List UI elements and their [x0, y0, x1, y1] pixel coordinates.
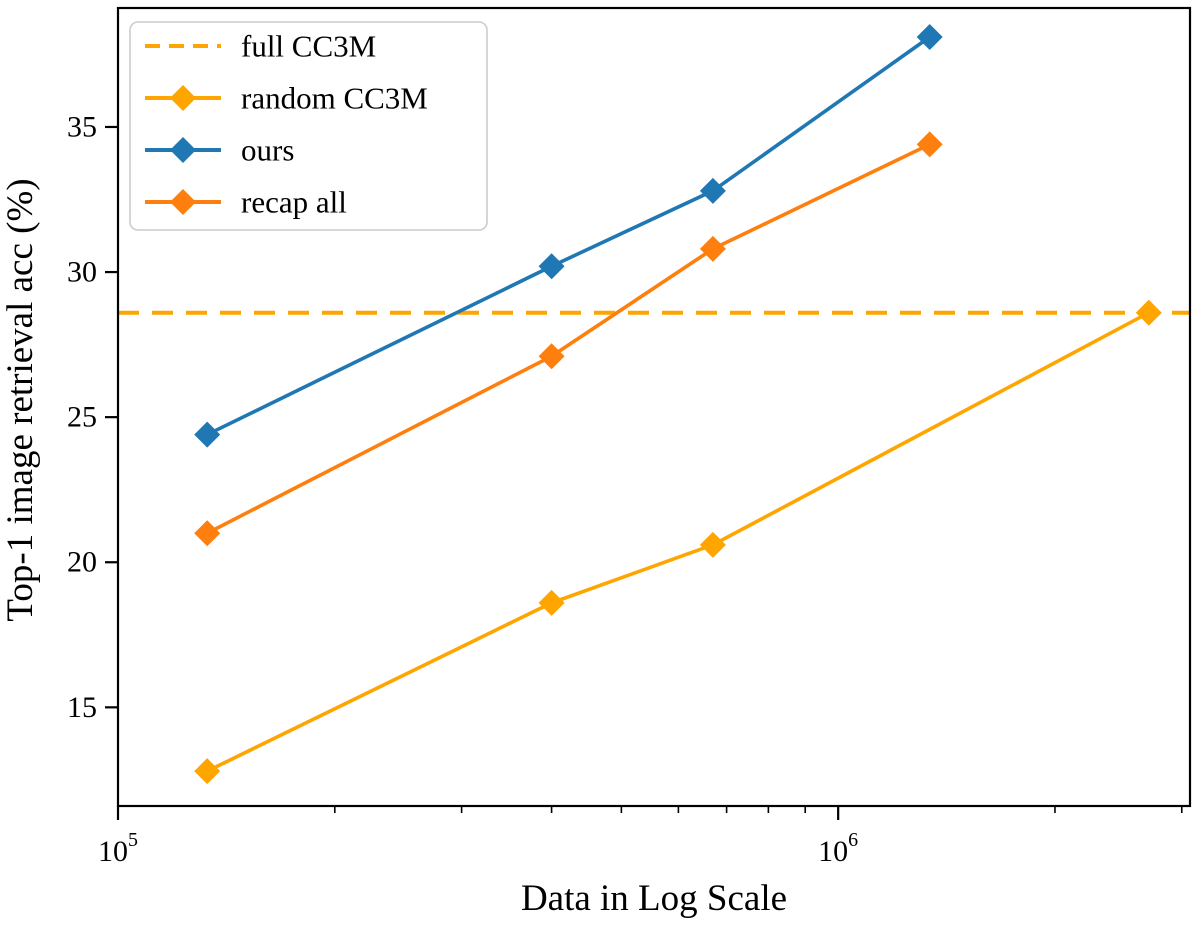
- legend-frame: [129, 21, 488, 231]
- x-tick-label: 106: [818, 829, 858, 868]
- plot-area: [118, 24, 1190, 785]
- y-axis-label: Top-1 image retrieval acc (%): [0, 178, 41, 621]
- series-recap-all: [194, 131, 943, 547]
- legend-item-recap-all: recap all: [145, 185, 347, 220]
- y-tick-label: 35: [67, 110, 97, 143]
- legend-item-ours: ours: [145, 133, 294, 168]
- y-tick-label: 15: [67, 691, 97, 724]
- series-marker-recap-all: [194, 520, 221, 547]
- plot-area-border: [116, 6, 1192, 808]
- series-marker-random-cc3m: [1135, 299, 1162, 326]
- series-marker-recap-all: [699, 235, 726, 262]
- series-marker-ours: [699, 177, 726, 204]
- series-marker-ours: [194, 421, 221, 448]
- legend: full CC3M random CC3M ours recap all: [129, 21, 488, 231]
- series-marker-ours: [916, 24, 943, 51]
- legend-label-ours: ours: [241, 133, 294, 168]
- series-line-random-cc3m: [205, 310, 1151, 773]
- series-marker-random-cc3m: [699, 531, 726, 558]
- series-line-recap-all: [205, 142, 932, 536]
- series-ours: [194, 24, 943, 448]
- series-marker-recap-all: [538, 343, 565, 370]
- series-random-cc3m: [194, 299, 1162, 785]
- series-marker-ours: [538, 253, 565, 280]
- legend-swatch-marker-recap-all: [170, 189, 196, 215]
- series-marker-random-cc3m: [194, 758, 221, 785]
- legend-item-random-cc3m: random CC3M: [145, 81, 428, 116]
- y-tick-label: 20: [67, 546, 97, 579]
- series-marker-recap-all: [916, 131, 943, 158]
- y-tick-label: 25: [67, 401, 97, 434]
- legend-item-full-cc3m: full CC3M: [145, 29, 376, 64]
- legend-swatch-marker-ours: [170, 137, 196, 163]
- series-marker-random-cc3m: [538, 589, 565, 616]
- legend-label-random-cc3m: random CC3M: [241, 81, 428, 116]
- legend-label-full-cc3m: full CC3M: [241, 29, 376, 64]
- legend-label-recap-all: recap all: [241, 185, 347, 220]
- y-tick-label: 30: [67, 256, 97, 289]
- x-axis-label: Data in Log Scale: [521, 878, 787, 919]
- series-line-ours: [205, 35, 932, 437]
- legend-swatch-marker-random-cc3m: [170, 85, 196, 111]
- x-tick-label: 105: [98, 829, 138, 868]
